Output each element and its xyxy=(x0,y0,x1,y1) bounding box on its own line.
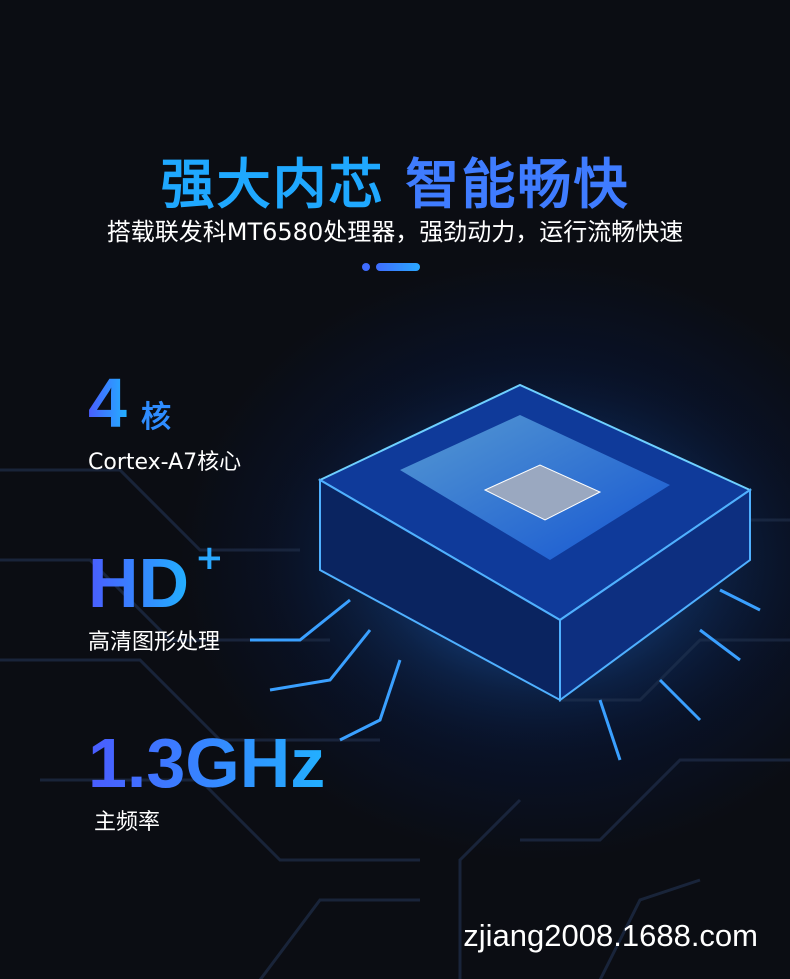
spec-frequency: 1.3GHz 主频率 xyxy=(88,728,325,836)
spec-value: HD xyxy=(88,544,190,622)
spec-desc: 主频率 xyxy=(94,810,161,835)
spec-value: 1.3GHz xyxy=(88,724,326,802)
title-part2: 智能畅快 xyxy=(405,153,630,216)
spec-graphics: HD + 高清图形处理 xyxy=(88,538,224,656)
page-title: 强大内芯 智能畅快 xyxy=(0,140,790,219)
divider-pill xyxy=(376,263,420,271)
decorative-divider xyxy=(362,263,420,271)
title-part1: 强大内芯 xyxy=(160,153,385,216)
spec-unit: 核 xyxy=(140,400,171,435)
spec-value: 4 xyxy=(88,364,127,442)
spec-plus: + xyxy=(195,538,224,578)
divider-dot xyxy=(362,263,370,271)
watermark: zjiang2008.1688.com xyxy=(463,918,758,953)
spec-desc: Cortex-A7核心 xyxy=(88,450,242,475)
spec-desc: 高清图形处理 xyxy=(88,630,221,655)
subtitle: 搭载联发科MT6580处理器，强劲动力，运行流畅快速 xyxy=(106,218,684,246)
